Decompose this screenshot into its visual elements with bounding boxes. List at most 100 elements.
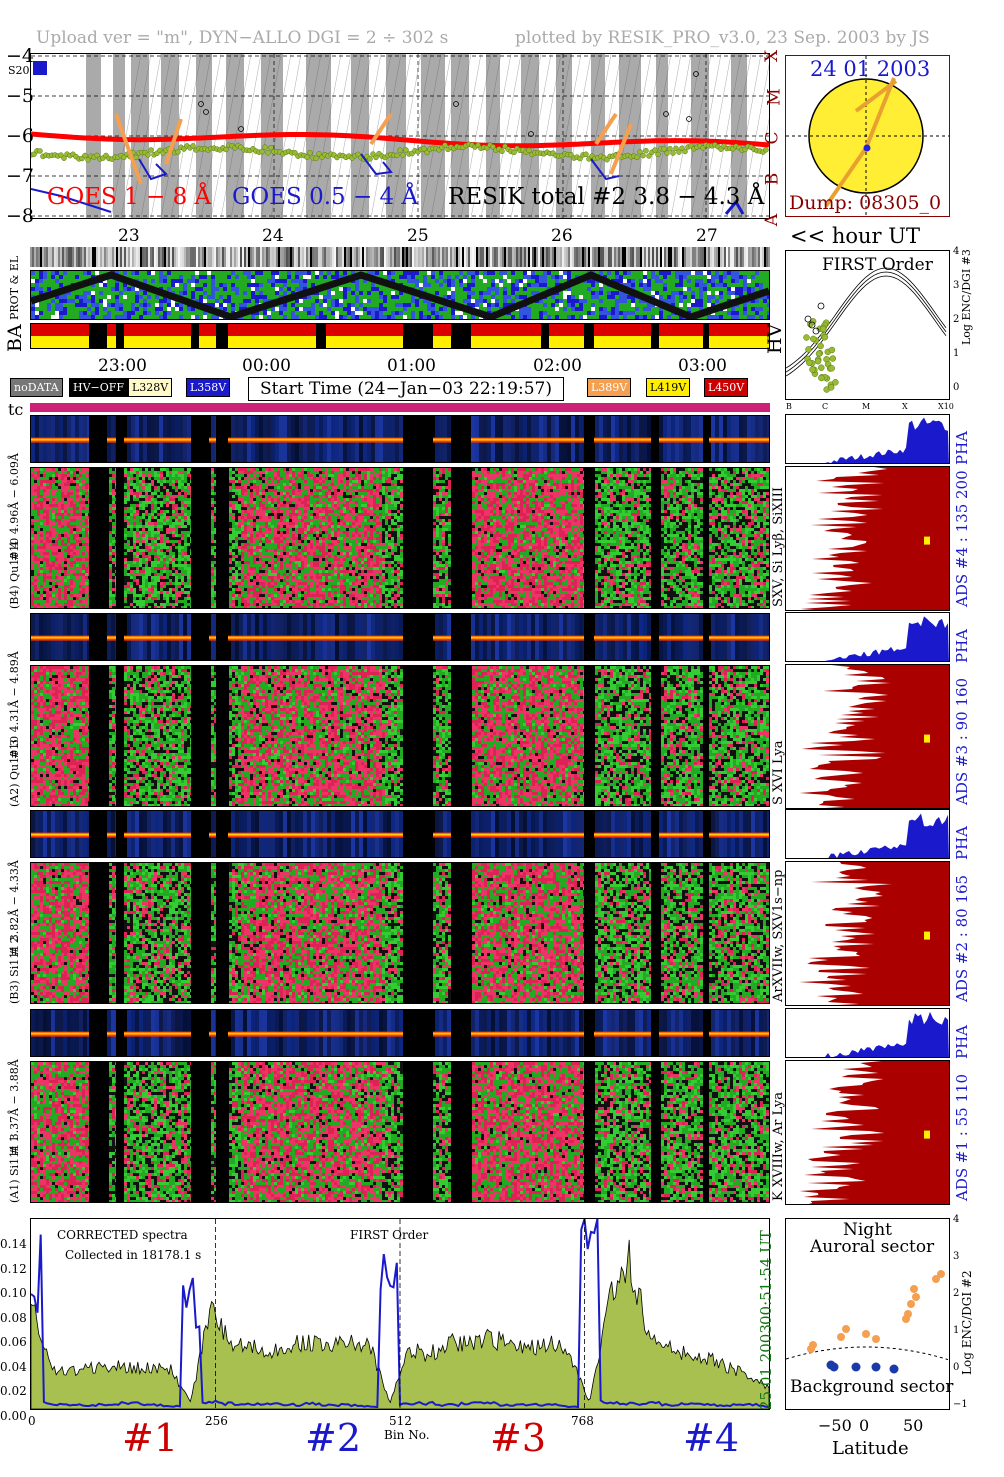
spectrum-xtick: 768: [571, 1414, 594, 1428]
ads-label: ADS #2 : 80 165: [953, 875, 971, 1002]
spectrum-ytick: 0.06: [0, 1335, 27, 1349]
first-order-ytick: 1: [953, 348, 959, 359]
pha-strip: [30, 613, 770, 661]
latitude-ytick: 2: [953, 1288, 959, 1299]
legend-l419: L419V: [646, 378, 691, 397]
latitude-title2: Auroral sector: [810, 1237, 934, 1257]
tc-bar: [30, 403, 770, 412]
time-tick: 03:00: [678, 356, 727, 376]
ba-label: BA: [4, 324, 26, 352]
latitude-xlabel: Latitude: [832, 1438, 909, 1459]
ba-hv-strip: [30, 323, 770, 349]
legend-nodata: noDATA: [10, 378, 63, 397]
goes-panel: [30, 53, 770, 219]
goes-ytick: −7: [6, 165, 34, 187]
first-order-xtick: X10: [938, 402, 954, 411]
goes-class-letter: M: [765, 88, 785, 105]
pha-strip: [30, 415, 770, 463]
hour-tick: 25: [407, 226, 429, 246]
hour-axis-label: << hour UT: [790, 224, 920, 248]
spectrogram: [30, 862, 770, 1004]
latitude-xtick: 50: [903, 1416, 923, 1435]
goes-long-label: GOES 1 − 8 Å: [47, 184, 211, 210]
pha-label: PHA: [953, 629, 971, 663]
pha-label: PHA: [953, 1025, 971, 1059]
hour-tick: 23: [118, 226, 140, 246]
orbit-panel: [785, 55, 950, 217]
channel-lines: S XVI Lya: [771, 741, 786, 805]
spectrum-xtick: 512: [389, 1414, 412, 1428]
channel-wave-label: (B4) Qu1010 4.96Å − 6.09Å: [8, 453, 21, 609]
latitude-xtick: −50: [818, 1416, 852, 1435]
pha-histogram: [785, 1008, 950, 1058]
goes-ytick: −5: [6, 85, 34, 107]
latitude-xtick: 0: [859, 1416, 869, 1435]
tc-label: tc: [8, 400, 23, 419]
pha-histogram: [785, 414, 950, 464]
spectrum-title: CORRECTED spectra: [57, 1228, 188, 1242]
goes-plot: [31, 54, 769, 218]
orbit-date: 24 01 2003: [810, 57, 930, 81]
spectrum-time: 00:51:54 UT: [757, 1230, 775, 1325]
first-order-plot: [786, 267, 947, 393]
first-order-panel: [785, 250, 950, 400]
first-order-xtick: B: [786, 402, 792, 411]
channel-wave-label: (B3) Si111 3.82Å − 4.33Å: [8, 860, 21, 1004]
spectrum-date: 25 01 2003: [757, 1324, 775, 1410]
channel-lines: K XVIIIw, Ar Lya: [771, 1092, 786, 1201]
spectrum-xtick: 256: [205, 1414, 228, 1428]
goes-short-label: GOES 0.5 − 4 Å: [232, 184, 418, 210]
spectrum-ytick: 0.08: [0, 1311, 27, 1325]
goes-ytick: −4: [6, 45, 34, 67]
goes-class-letter: A: [762, 214, 782, 226]
channel-number: # 1: [8, 1135, 21, 1155]
spectrum-ytick: 0.12: [0, 1262, 27, 1276]
first-order-xtick: C: [822, 402, 828, 411]
spectrum-section-label: #2: [305, 1416, 361, 1460]
legend-hvoff: HV−OFF: [69, 378, 129, 397]
hour-tick: 27: [696, 226, 718, 246]
start-time-box: Start Time (24−Jan−03 22:19:57): [248, 377, 564, 401]
channel-lines: ArXVIIw, SXV1s−np: [771, 870, 786, 1002]
ads-histogram: [785, 1060, 950, 1205]
hour-tick: 24: [262, 226, 284, 246]
ads-histogram: [785, 664, 950, 809]
hv-label: HV: [764, 324, 786, 354]
ads-label: ADS #3 : 90 160: [953, 678, 971, 805]
first-order-ytick: 0: [953, 382, 959, 393]
latitude-ytick: 3: [953, 1251, 959, 1262]
latitude-ytick: 1: [953, 1325, 959, 1336]
legend-l358: L358V: [186, 378, 231, 397]
ads-histogram: [785, 466, 950, 611]
goes-ytick: −8: [6, 205, 34, 227]
goes-corner-label: S20: [8, 64, 30, 77]
first-order-xtick: X: [902, 402, 908, 411]
pha-histogram: [785, 612, 950, 662]
latitude-ytick: 4: [953, 1214, 959, 1225]
spectrum-order: FIRST Order: [350, 1228, 428, 1242]
channel-wave-label: (A2) Qu1010 4.31Å − 4.89Å: [8, 651, 21, 807]
spectrum-section-label: #3: [490, 1416, 546, 1460]
pha-label: PHA: [953, 826, 971, 860]
latitude-ytick: 0: [953, 1362, 959, 1373]
legend-l450: L450V: [704, 378, 749, 397]
prot-el-strip: [30, 270, 770, 320]
pha-label: PHA: [953, 431, 971, 465]
spectrum-ytick: 0.04: [0, 1360, 27, 1374]
hour-tick: 26: [551, 226, 573, 246]
spectrum-xtick: 0: [28, 1414, 36, 1428]
spectrum-ytick: 0.10: [0, 1286, 27, 1300]
time-tick: 23:00: [98, 356, 147, 376]
channel-number: # 3: [8, 739, 21, 759]
latitude-ylabel: Log ENC/DGI #2: [960, 1270, 974, 1375]
spectrogram: [30, 1061, 770, 1203]
channel-number: # 4: [8, 541, 21, 561]
spectrum-ytick: 0.00: [0, 1409, 27, 1423]
spectrogram: [30, 467, 770, 609]
resik-total-label: RESIK total #2 3.8 − 4.3 Å: [448, 184, 764, 210]
channel-lines: SXV, Si Lyβ, SiXIII: [771, 487, 786, 607]
goes-ytick: −6: [6, 125, 34, 147]
channel-number: # 2: [8, 936, 21, 956]
pha-histogram: [785, 809, 950, 859]
latitude-panel: [785, 1218, 950, 1410]
